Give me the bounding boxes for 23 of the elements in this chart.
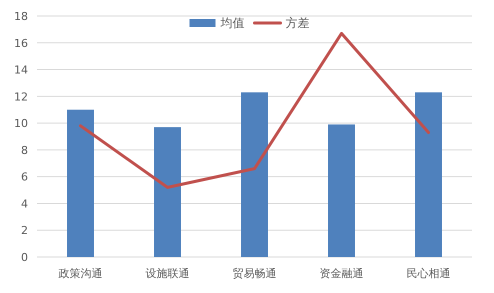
y-tick-label: 18: [14, 10, 28, 23]
y-tick-label: 6: [21, 170, 28, 184]
y-tick-label: 12: [14, 90, 28, 104]
y-tick-label: 4: [21, 197, 28, 210]
x-tick-label: 民心相通: [406, 267, 450, 280]
x-tick-label: 设施联通: [146, 267, 190, 280]
bar: [241, 92, 268, 257]
y-tick-label: 2: [21, 224, 28, 238]
y-tick-label: 16: [14, 36, 28, 50]
x-tick-label: 政策沟通: [58, 267, 102, 280]
y-tick-label: 14: [14, 64, 28, 77]
legend-label: 均值: [220, 16, 244, 30]
bar: [154, 127, 181, 257]
bar: [328, 124, 355, 257]
y-tick-label: 0: [21, 251, 28, 264]
bar: [415, 92, 442, 257]
line-series: [79, 32, 430, 189]
x-tick-label: 贸易畅通: [232, 267, 276, 280]
bar: [67, 110, 94, 257]
legend-label: 方差: [286, 16, 310, 30]
y-tick-label: 8: [21, 144, 28, 157]
y-tick-label: 10: [14, 117, 28, 130]
x-tick-label: 资金融通: [320, 267, 364, 280]
